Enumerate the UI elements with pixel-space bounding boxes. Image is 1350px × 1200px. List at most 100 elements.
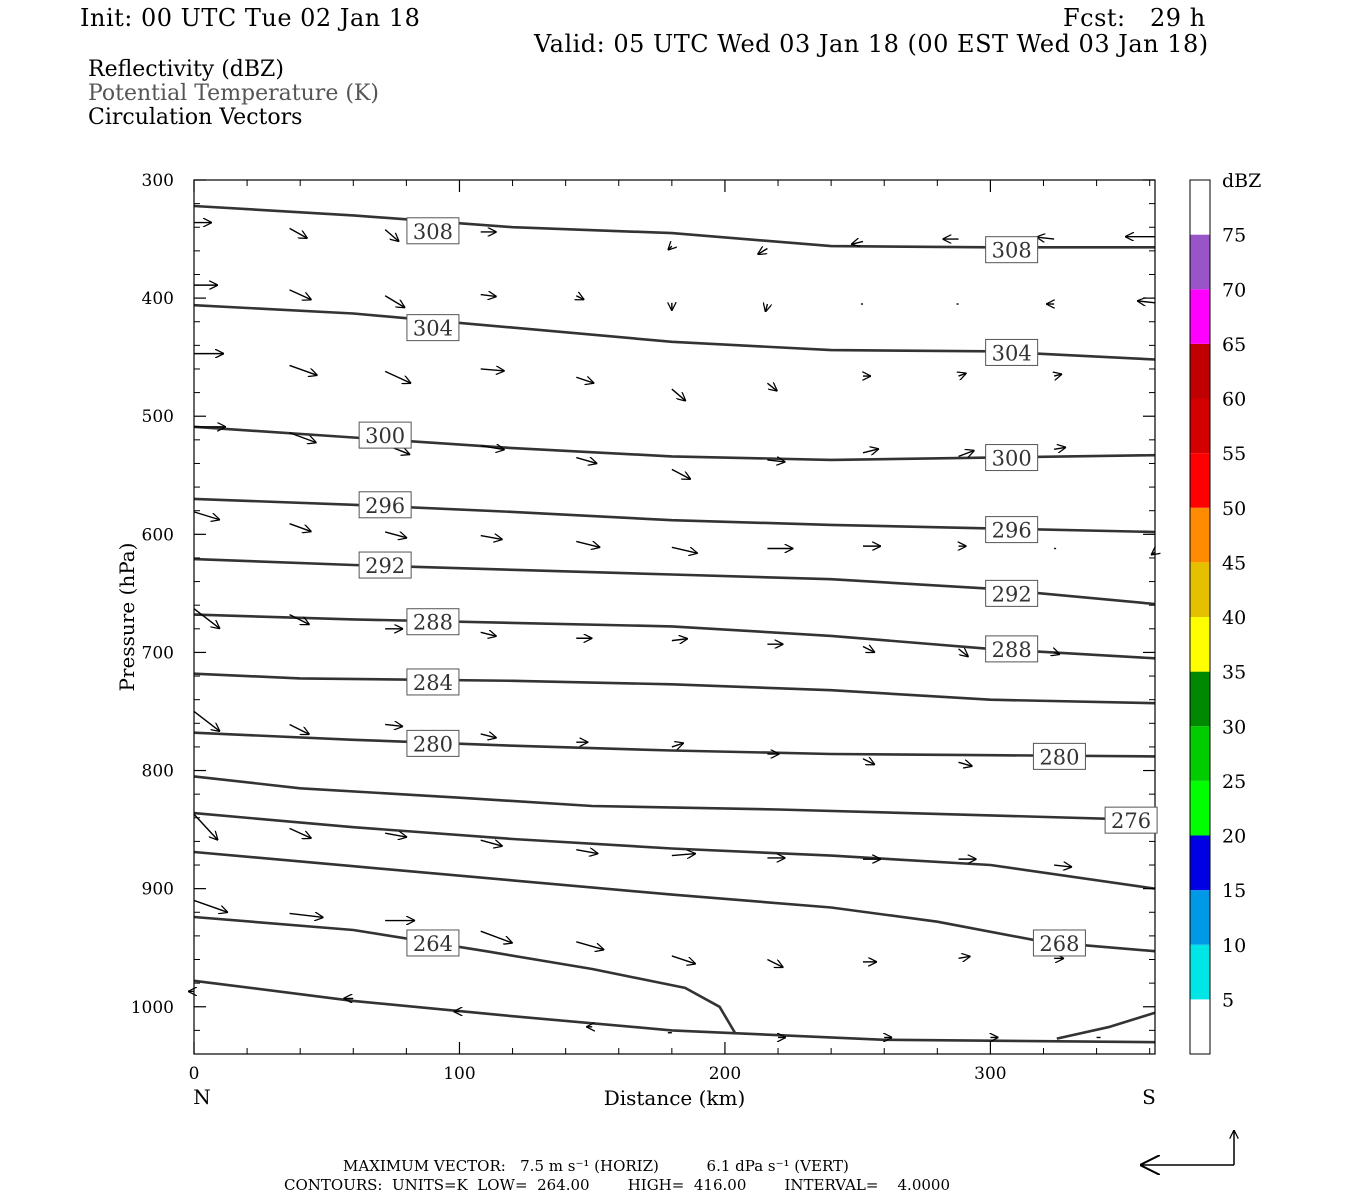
contour-label-box xyxy=(406,729,460,757)
reference-vector xyxy=(1140,1130,1234,1165)
contour-label: 308 xyxy=(413,220,453,244)
contour-label-box xyxy=(1032,742,1086,770)
contour-label: 300 xyxy=(365,424,405,448)
colorbar-segment xyxy=(1190,944,1210,1000)
vector-arrow xyxy=(384,532,407,538)
contour-label: 304 xyxy=(413,317,453,341)
vector-arrow xyxy=(385,833,407,837)
legend-circulation-vectors: Circulation Vectors xyxy=(88,105,303,130)
contour-label-box xyxy=(406,668,460,696)
potential-temperature-contours xyxy=(193,204,1156,1044)
colorbar-label: 75 xyxy=(1222,225,1246,247)
contour-label: 288 xyxy=(992,638,1032,662)
legend-potential-temperature: Potential Temperature (K) xyxy=(88,81,379,106)
colorbar-label: 15 xyxy=(1222,880,1246,902)
vector-arrow xyxy=(767,460,785,462)
y-tick-label: 500 xyxy=(142,407,174,427)
colorbar-label: 50 xyxy=(1222,498,1246,520)
vector-arrow xyxy=(862,759,875,765)
contour-label-box xyxy=(358,421,412,449)
vector-arrow xyxy=(384,229,399,242)
contour-label-box xyxy=(406,608,460,636)
contour-line-264 xyxy=(1056,1011,1156,1040)
vector-arrow xyxy=(862,449,879,453)
contour-label-box xyxy=(985,579,1039,607)
colorbar-label: 65 xyxy=(1222,334,1246,356)
colorbar-segment xyxy=(1190,780,1210,836)
colorbar-segment xyxy=(1190,999,1210,1054)
contour-label: 276 xyxy=(1111,809,1151,833)
reflectivity-colorbar: 5 10 15 20 25 30 35 40 45 50 55 60 65 70 75 dBZ xyxy=(1189,170,1261,1055)
vector-arrow xyxy=(757,249,768,255)
x-tick-label: 300 xyxy=(974,1064,1006,1084)
x-end-label-north: N xyxy=(193,1085,211,1109)
vector-arrow xyxy=(671,955,696,964)
vector-arrow xyxy=(576,850,598,854)
contour-label-box xyxy=(985,444,1039,472)
contour-label: 300 xyxy=(992,447,1032,471)
contour-label: 296 xyxy=(992,519,1032,543)
colorbar-label: 60 xyxy=(1222,389,1246,411)
vector-arrow xyxy=(384,370,411,383)
vector-arrow xyxy=(480,536,503,540)
colorbar-segment xyxy=(1190,890,1210,945)
colorbar-label: 20 xyxy=(1222,826,1246,848)
contour-line-280 xyxy=(193,731,1156,758)
colorbar-unit: dBZ xyxy=(1222,170,1261,192)
init-time: Init: 00 UTC Tue 02 Jan 18 xyxy=(80,4,421,32)
vector-arrow xyxy=(576,941,604,950)
colorbar-label: 45 xyxy=(1222,552,1246,574)
colorbar-segment xyxy=(1190,671,1210,727)
y-tick-label: 800 xyxy=(142,762,174,782)
vector-arrow xyxy=(851,241,864,244)
vector-arrow xyxy=(671,854,696,856)
y-tick-label: 600 xyxy=(142,525,174,545)
vector-arrow xyxy=(289,523,312,532)
contour-label: 268 xyxy=(1039,932,1079,956)
footer-contour-info: CONTOURS: UNITS=K LOW= 264.00 HIGH= 416.… xyxy=(284,1176,950,1194)
contour-label: 288 xyxy=(413,611,453,635)
vector-arrow xyxy=(576,458,597,464)
circulation-vectors xyxy=(188,223,1155,1038)
contour-label: 264 xyxy=(413,932,453,956)
contour-label-box xyxy=(358,491,412,519)
vector-arrow xyxy=(671,468,691,479)
colorbar-segment xyxy=(1190,507,1210,563)
contour-label-box xyxy=(985,635,1039,663)
colorbar-segment xyxy=(1190,617,1210,672)
contour-label-box xyxy=(1104,806,1158,834)
contour-label-box xyxy=(406,217,460,245)
vector-arrow xyxy=(480,295,497,297)
contour-line-272 xyxy=(193,811,1156,890)
colorbar-label: 30 xyxy=(1222,716,1246,738)
x-end-label-south: S xyxy=(1142,1085,1156,1109)
vector-arrow xyxy=(384,295,405,308)
vector-arrow xyxy=(1054,865,1072,867)
vector-arrow xyxy=(480,930,513,943)
vector-arrow xyxy=(766,383,777,391)
vector-arrow xyxy=(959,373,967,376)
contour-line-268 xyxy=(193,850,1156,953)
contour-label: 280 xyxy=(413,732,453,756)
x-tick-label: 200 xyxy=(709,1064,741,1084)
vector-arrow xyxy=(767,958,783,968)
x-axis-title: Distance (km) xyxy=(604,1086,746,1110)
x-tick-label: 100 xyxy=(443,1064,475,1084)
vector-arrow xyxy=(289,827,312,838)
plot-frame xyxy=(193,179,1156,1055)
colorbar-segment xyxy=(1190,726,1210,781)
contour-line-276 xyxy=(193,775,1156,822)
colorbar-segment xyxy=(1190,343,1210,399)
axes: 300 400 500 600 700 800 900 1000 0 100 200 300 N S Dis… xyxy=(115,171,1156,1110)
vector-arrow xyxy=(193,710,220,731)
vector-arrow xyxy=(480,446,505,450)
vector-arrow xyxy=(671,639,688,641)
vector-arrow xyxy=(671,388,686,401)
contour-label: 304 xyxy=(992,341,1032,365)
vector-arrow xyxy=(480,632,497,636)
vector-arrow xyxy=(289,289,312,300)
y-tick-label: 700 xyxy=(142,643,174,663)
x-tick-label: 0 xyxy=(189,1064,200,1084)
contour-label-box xyxy=(358,551,412,579)
